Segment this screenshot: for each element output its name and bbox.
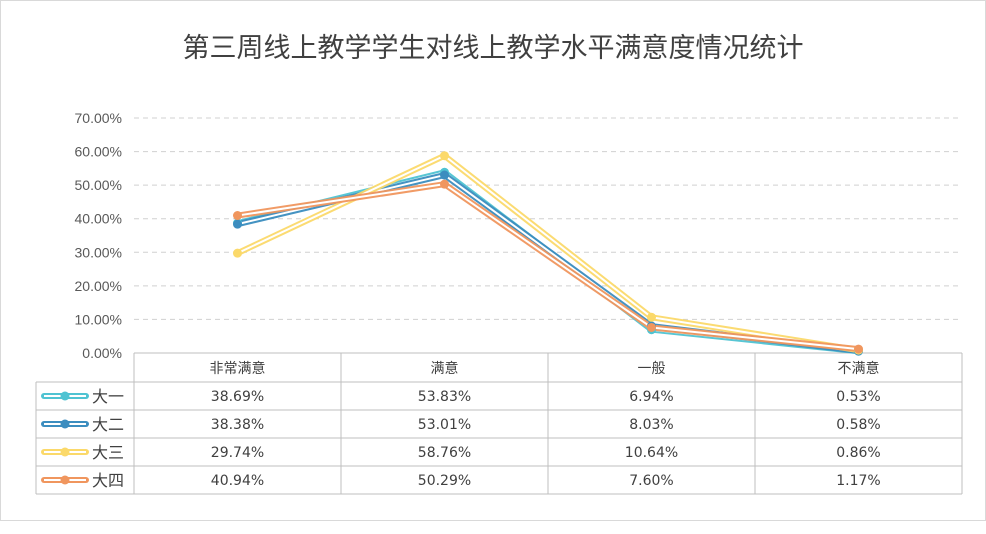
data-point (440, 151, 449, 161)
data-cell: 53.83% (418, 389, 471, 405)
y-tick-label: 60.00% (75, 144, 122, 160)
data-point (233, 248, 242, 258)
data-cell: 0.58% (836, 417, 880, 433)
data-cell: 1.17% (836, 473, 880, 489)
data-cell: 6.94% (629, 389, 673, 405)
legend-entry: 大四 (92, 471, 124, 490)
y-tick-label: 10.00% (75, 311, 122, 327)
data-point (647, 322, 656, 332)
series-line-inner (237, 154, 859, 352)
y-tick-label: 30.00% (75, 244, 122, 260)
legend-entry: 大二 (92, 415, 124, 434)
legend-key-marker (60, 391, 70, 401)
y-tick-label: 0.00% (82, 345, 122, 361)
data-cell: 7.60% (629, 473, 673, 489)
data-point (233, 219, 242, 229)
data-cell: 40.94% (211, 473, 264, 489)
data-point (440, 179, 449, 189)
legend-entry: 大一 (92, 387, 124, 406)
data-cell: 53.01% (418, 417, 471, 433)
chart-frame (0, 0, 986, 521)
data-point (440, 170, 449, 180)
legend-key-marker (60, 419, 70, 429)
category-label: 非常满意 (210, 360, 266, 377)
data-cell: 50.29% (418, 473, 471, 489)
legend-entry: 大三 (92, 443, 124, 462)
chart-title: 第三周线上教学学生对线上教学水平满意度情况统计 (182, 33, 804, 64)
data-cell: 10.64% (625, 445, 678, 461)
data-point (647, 312, 656, 322)
data-cell: 38.69% (211, 389, 264, 405)
category-label: 满意 (431, 360, 459, 377)
data-cell: 8.03% (629, 417, 673, 433)
legend-key-marker (60, 475, 70, 485)
category-label: 不满意 (838, 360, 880, 377)
data-point (854, 344, 863, 354)
legend-key-marker (60, 447, 70, 457)
y-tick-label: 40.00% (75, 211, 122, 227)
y-tick-label: 50.00% (75, 177, 122, 193)
series-line-inner (237, 183, 859, 351)
data-point (233, 211, 242, 221)
data-cell: 38.38% (211, 417, 264, 433)
data-cell: 0.86% (836, 445, 880, 461)
category-label: 一般 (638, 361, 666, 377)
y-tick-label: 70.00% (75, 110, 122, 126)
data-cell: 0.53% (836, 389, 880, 405)
y-tick-label: 20.00% (75, 278, 122, 294)
data-cell: 58.76% (418, 445, 471, 461)
data-cell: 29.74% (211, 445, 264, 461)
